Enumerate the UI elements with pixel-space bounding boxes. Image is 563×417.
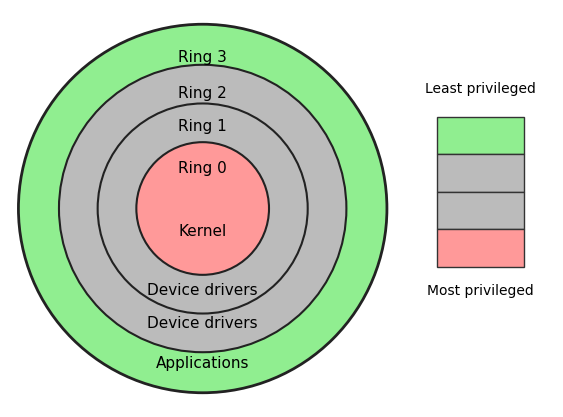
Text: Ring 1: Ring 1 <box>178 119 227 134</box>
Circle shape <box>97 103 308 314</box>
Text: Most privileged: Most privileged <box>427 284 534 298</box>
Text: Kernel: Kernel <box>178 224 227 239</box>
Text: Ring 0: Ring 0 <box>178 161 227 176</box>
Text: Ring 3: Ring 3 <box>178 50 227 65</box>
Circle shape <box>19 24 387 393</box>
Circle shape <box>59 65 346 352</box>
Text: Least privileged: Least privileged <box>425 82 535 96</box>
Text: Applications: Applications <box>156 356 249 371</box>
Text: Device drivers: Device drivers <box>148 283 258 298</box>
Circle shape <box>136 142 269 275</box>
Bar <box>437 154 524 192</box>
Text: Device drivers: Device drivers <box>148 316 258 331</box>
Text: Ring 2: Ring 2 <box>178 86 227 101</box>
Bar <box>437 192 524 229</box>
Bar <box>437 229 524 267</box>
Bar <box>437 117 524 154</box>
